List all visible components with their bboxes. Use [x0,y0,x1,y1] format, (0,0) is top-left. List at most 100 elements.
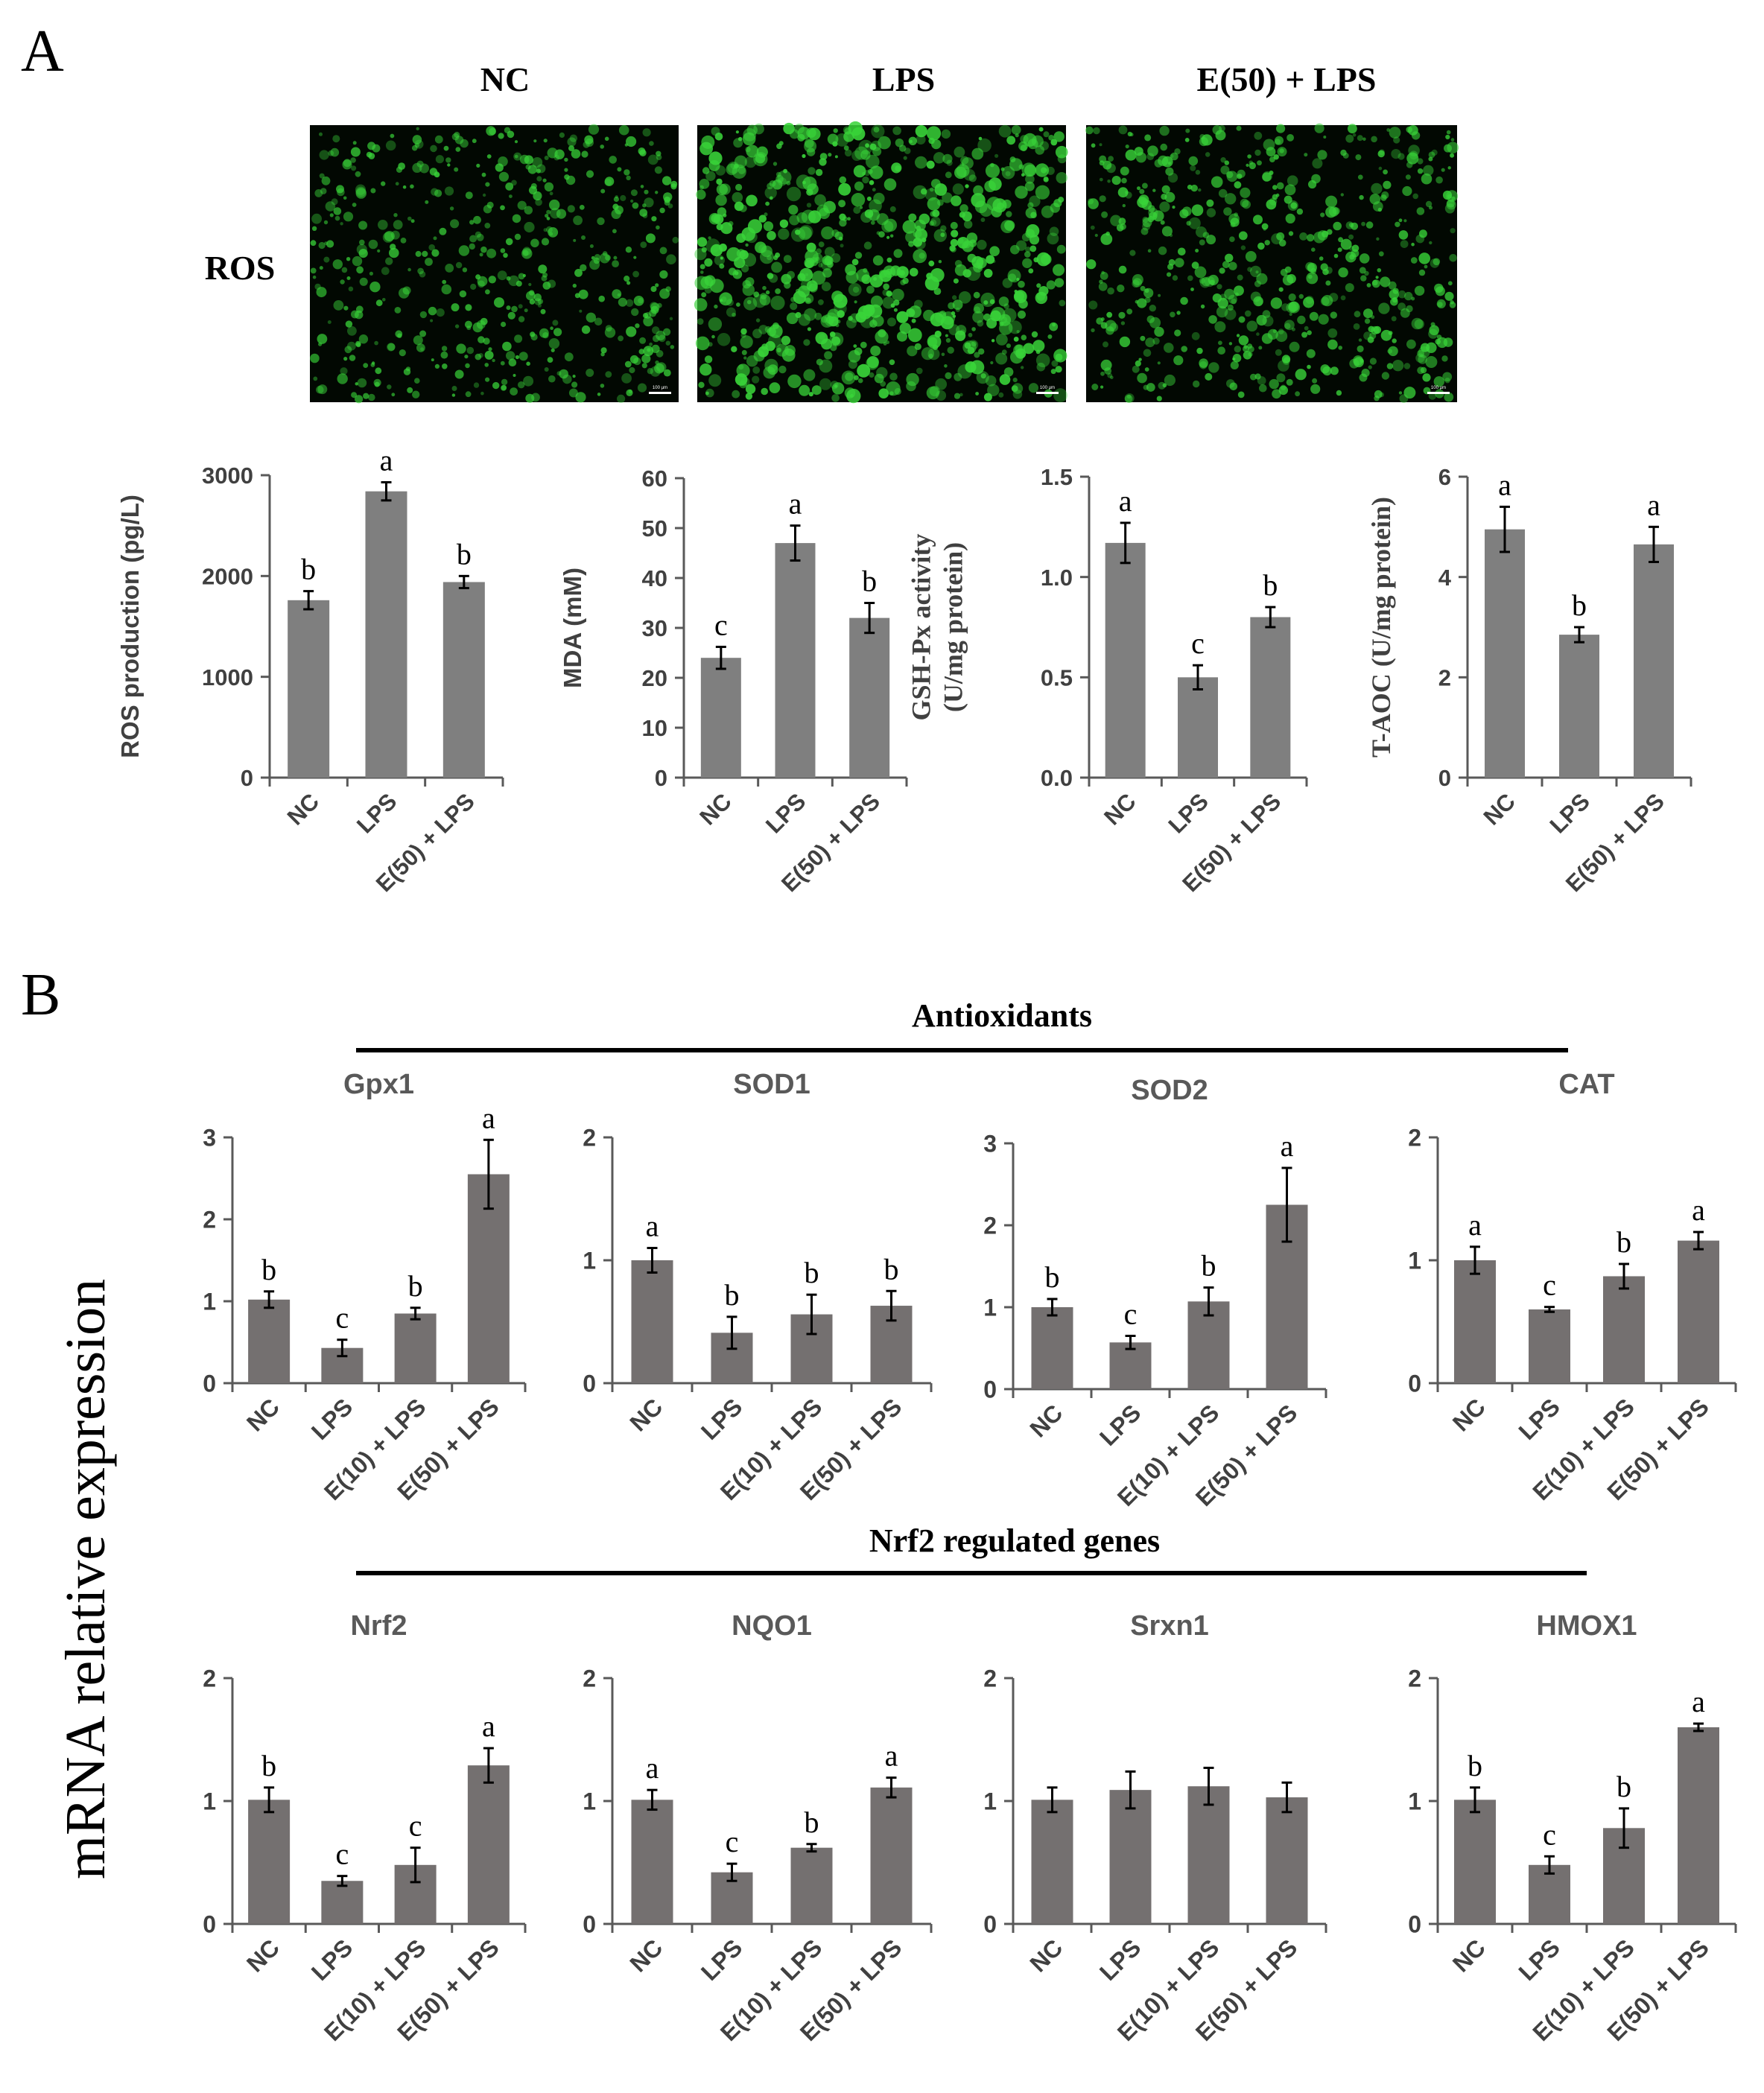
fluorescent-cell [1281,303,1289,311]
y-axis-label: GSH-Px activity(U/mg protein) [906,534,968,721]
fluorescent-cell [425,200,429,204]
chart-title: Nrf2 [350,1610,407,1642]
y-tick-label: 1000 [202,664,253,690]
fluorescent-cell [540,308,546,314]
fluorescent-cell [1041,253,1052,265]
fluorescent-cell [1159,201,1170,212]
fluorescent-cell [1253,215,1263,225]
fluorescent-cell [1368,365,1372,369]
fluorescent-cell [1371,315,1375,320]
fluorescent-cell [775,253,781,258]
fluorescent-cell [700,276,714,289]
y-tick-label: 2 [983,1213,997,1239]
fluorescent-cell [1215,130,1226,141]
fluorescent-cell [533,191,542,201]
y-tick-label: 40 [642,565,667,591]
fluorescent-cell [319,150,329,160]
fluorescent-cell [946,159,953,166]
fluorescent-cell [626,281,631,285]
fluorescent-cell [838,182,851,196]
fluorescent-cell [310,240,317,247]
y-tick-label: 0 [203,1911,216,1938]
fluorescent-cell [1001,166,1015,180]
fluorescent-cell [524,206,533,215]
fluorescent-cell [407,267,411,272]
fluorescent-cell [1043,176,1049,182]
fluorescent-cell [466,346,475,355]
fluorescent-cell [1174,329,1181,337]
fluorescent-cell [1181,346,1187,352]
bar [790,1847,833,1924]
fluorescent-cell [568,388,578,398]
fluorescent-cell [1250,373,1257,381]
fluorescent-cell [1312,378,1318,384]
fluorescent-cell [1172,206,1176,209]
fluorescent-cell [442,279,447,285]
fluorescent-cell [1388,346,1398,357]
fluorescent-cell [549,199,560,211]
fluorescent-cell [1228,342,1233,346]
fluorescent-cell [343,212,354,222]
fluorescent-cell [564,157,568,162]
fluorescent-cell [637,383,647,393]
fluorescent-cell [759,294,771,306]
fluorescent-cell [740,377,750,387]
fluorescent-cell [510,387,518,396]
fluorescent-cell [828,316,839,327]
category-label: NC [1447,1393,1491,1436]
fluorescent-cell [377,249,381,253]
fluorescent-cell [1442,372,1453,382]
category-label: NC [282,788,324,830]
fluorescent-cell [971,255,984,268]
fluorescent-cell [895,139,904,147]
fluorescent-cell [1195,249,1199,253]
fluorescent-cell [1357,174,1363,180]
y-tick-label: 0 [583,1371,596,1397]
fluorescent-cell [781,273,792,285]
fluorescent-cell [1188,217,1201,229]
fluorescent-cell [956,164,970,178]
fluorescent-cell [1445,134,1450,140]
fluorescent-cell [1170,311,1176,318]
fluorescent-cell [1021,173,1025,177]
fluorescent-cell [778,141,784,146]
fluorescent-cell [992,259,996,264]
fluorescent-cell [344,346,352,354]
fluorescent-cell [933,288,942,295]
fluorescent-cell [1433,376,1445,387]
fluorescent-cell [1044,168,1047,172]
fluorescent-cell [1178,247,1186,256]
fluorescent-cell [647,154,659,165]
fluorescent-cell [708,317,723,331]
fluorescent-cell [436,308,445,317]
fluorescent-cell [342,159,352,170]
fluorescent-cell [775,171,781,177]
fluorescent-cell [960,156,969,165]
fluorescent-cell [1422,373,1431,382]
fluorescent-cell [1174,258,1184,267]
y-tick-label: 4 [1438,565,1452,591]
panel-label-a: A [21,19,64,84]
fluorescent-cell [863,170,871,177]
fluorescent-cell [1201,276,1211,287]
fluorescent-cell [1323,136,1327,139]
fluorescent-cell [1035,353,1050,368]
fluorescent-cell [1310,384,1321,394]
fluorescent-cell [644,197,654,208]
fluorescent-cell [1120,321,1126,325]
fluorescent-cell [1008,320,1022,334]
fluorescent-cell [352,141,357,145]
fluorescent-cell [1429,241,1433,245]
fluorescent-cell [878,388,889,398]
fluorescent-cell [522,273,527,278]
fluorescent-cell [445,264,454,273]
fluorescent-cell [1152,337,1160,345]
fluorescent-cell [844,149,852,157]
fluorescent-cell [819,378,831,390]
fluorescent-cell [1261,223,1269,230]
fluorescent-cell [945,334,948,337]
fluorescent-cell [843,145,849,151]
chart-title: SOD2 [1131,1075,1208,1106]
fluorescent-cell [382,298,386,302]
fluorescent-cell [450,219,460,229]
